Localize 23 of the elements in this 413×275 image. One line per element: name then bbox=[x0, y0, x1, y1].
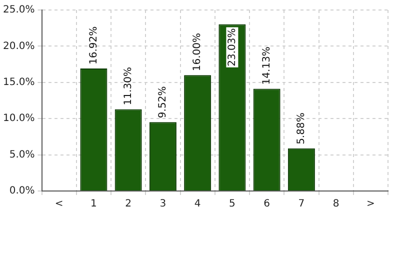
y-tick-label: 10.0% bbox=[2, 113, 35, 124]
x-tick-label: 5 bbox=[229, 198, 236, 210]
x-tick-label: 6 bbox=[264, 198, 270, 210]
x-tick-label: < bbox=[54, 198, 64, 210]
y-tick-label: 15.0% bbox=[2, 76, 35, 88]
data-label: 16.00% bbox=[192, 33, 204, 72]
x-tick-label: 2 bbox=[125, 198, 132, 210]
x-tick-label: > bbox=[366, 198, 375, 210]
y-tick-label: 25.0% bbox=[2, 4, 35, 16]
data-label: 23.03% bbox=[226, 28, 238, 66]
data-label: 5.88% bbox=[296, 112, 308, 144]
data-label: 9.52% bbox=[158, 86, 169, 118]
x-tick-label: 3 bbox=[160, 198, 166, 210]
x-tick-label: 7 bbox=[298, 198, 305, 210]
x-tick-label: 1 bbox=[90, 198, 97, 210]
x-tick-label: 4 bbox=[194, 198, 201, 210]
data-label: 11.30% bbox=[122, 67, 134, 106]
y-tick-label: 5.0% bbox=[9, 149, 35, 160]
data-label: 16.92% bbox=[88, 26, 100, 64]
y-tick-label: 0.0% bbox=[9, 186, 35, 197]
y-tick-label: 20.0% bbox=[2, 40, 35, 52]
data-label: 14.13% bbox=[261, 46, 272, 85]
x-tick-label: 8 bbox=[332, 198, 340, 210]
